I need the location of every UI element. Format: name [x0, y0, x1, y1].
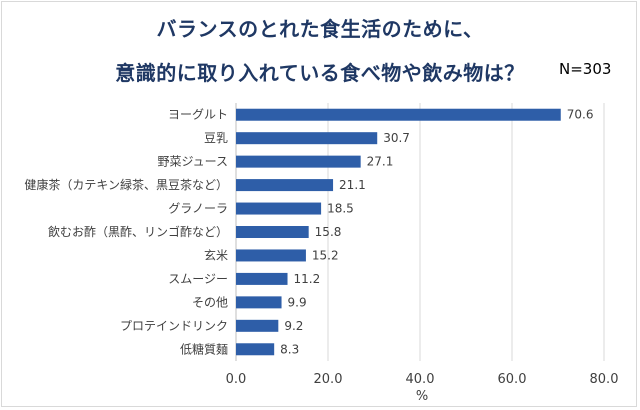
bar: [236, 296, 282, 309]
chart-title-line2: 意識的に取り入れている食べ物や飲み物は？: [115, 61, 525, 85]
bar: [236, 179, 334, 192]
x-tick-label: 80.0: [590, 372, 619, 387]
bar: [236, 319, 279, 332]
bar: [236, 108, 561, 121]
bar: [236, 226, 309, 238]
category-label: スムージー: [168, 272, 228, 286]
category-label: ヨーグルト: [168, 108, 228, 122]
x-tick-label: 60.0: [498, 372, 527, 387]
data-label: 11.2: [294, 272, 321, 286]
bar: [236, 132, 378, 145]
sample-size-label: N=303: [559, 60, 612, 78]
data-label: 18.5: [327, 202, 354, 216]
category-label: 飲むお酢（黒酢、リンゴ酢など）: [48, 224, 228, 239]
x-tick-label: 0.0: [226, 372, 247, 387]
data-label: 8.3: [280, 342, 299, 356]
category-label: 野菜ジュース: [157, 155, 228, 169]
category-label: その他: [192, 295, 228, 309]
x-tick-label: 40.0: [406, 372, 435, 387]
category-label: グラノーラ: [168, 202, 228, 216]
data-label: 9.9: [288, 295, 307, 309]
chart-title-line1: バランスのとれた食生活のために、: [156, 17, 484, 41]
data-label: 15.8: [315, 225, 342, 239]
category-label: 玄米: [204, 247, 228, 262]
category-label: 豆乳: [204, 131, 228, 145]
data-label: 70.6: [567, 108, 594, 122]
category-label: 健康茶（カテキン緑茶、黒豆茶など）: [24, 177, 228, 192]
data-label: 15.2: [312, 248, 339, 262]
category-label: 低糖質麺: [180, 341, 228, 356]
bar: [236, 155, 361, 168]
data-label: 21.1: [339, 178, 366, 192]
bar: [236, 343, 275, 356]
data-label: 30.7: [383, 131, 410, 145]
data-label: 27.1: [367, 155, 394, 169]
x-tick-label: 20.0: [314, 372, 343, 387]
x-axis-label: %: [416, 389, 428, 404]
bar: [236, 272, 288, 285]
category-label: プロテインドリンク: [120, 319, 228, 333]
bar: [236, 249, 306, 262]
bar: [236, 202, 322, 215]
data-label: 9.2: [284, 319, 303, 333]
